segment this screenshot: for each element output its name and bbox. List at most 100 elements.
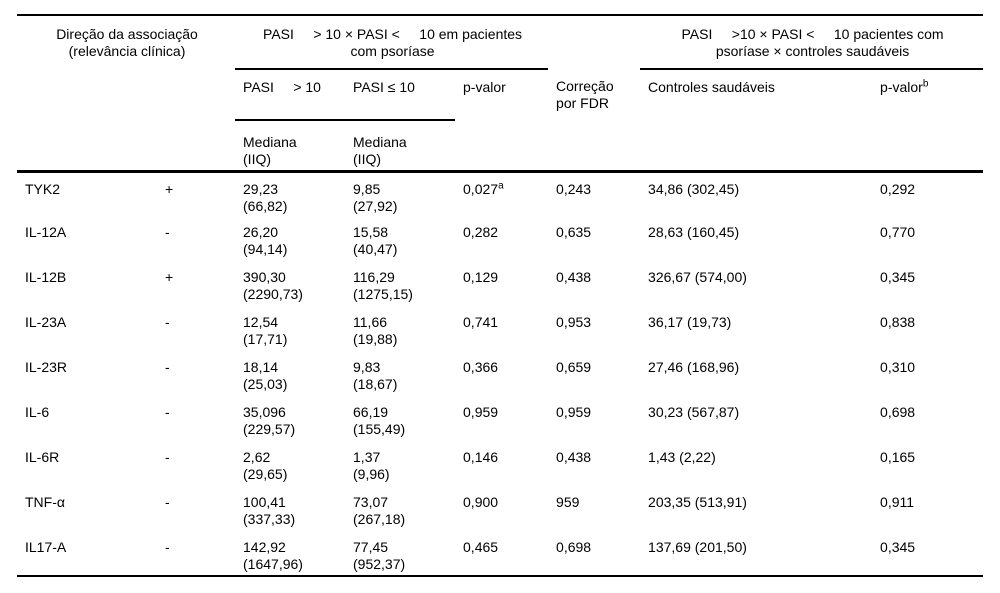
controles-cell: 36,17 (19,73) xyxy=(648,314,732,330)
pasi-le10-cell: 9,83 (18,67) xyxy=(353,359,398,392)
table-container: Direção da associação (relevância clínic… xyxy=(17,14,984,577)
p-valor-value: 0,959 xyxy=(463,404,499,420)
pasi-gt10-cell: 29,23 (66,82) xyxy=(243,180,288,214)
fdr-cell: 0,659 xyxy=(556,359,592,375)
controles-cell: 27,46 (168,96) xyxy=(648,359,740,375)
direction-cell: + xyxy=(165,180,174,197)
direction-cell: - xyxy=(165,539,170,555)
p-valor-value: 0,282 xyxy=(463,224,499,240)
controles-cell: 34,86 (302,45) xyxy=(648,180,740,197)
pasi-le10-cell: 73,07 (267,18) xyxy=(353,494,406,527)
gene-label: IL-6 xyxy=(25,404,50,420)
fdr-cell: 959 xyxy=(556,494,580,510)
fdr-cell: 0,959 xyxy=(556,404,592,420)
controles-cell: 137,69 (201,50) xyxy=(648,539,747,555)
direction-cell: - xyxy=(165,314,170,330)
direction-cell: - xyxy=(165,449,170,465)
gene-label: IL-12B xyxy=(25,269,67,285)
p-valor-b-cell: 0,165 xyxy=(880,449,916,465)
pasi-le10-cell: 77,45 (952,37) xyxy=(353,539,406,572)
results-table: Direção da associação (relevância clínic… xyxy=(17,14,984,577)
table-body: TYK2 +29,23 (66,82) 9,85 (27,92) 0,027a 0,24… xyxy=(17,171,983,576)
header-pasi-gt10: PASI > 10 xyxy=(235,69,346,121)
p-valor-value: 0,741 xyxy=(463,314,499,330)
table-header: Direção da associação (relevância clínic… xyxy=(17,15,984,173)
gene-label: IL-6R xyxy=(25,449,60,465)
fdr-cell: 0,438 xyxy=(556,449,592,465)
controles-cell: 30,23 (567,87) xyxy=(648,404,740,420)
p-valor-b-cell: 0,770 xyxy=(880,224,916,240)
pasi-gt10-cell: 142,92 (1647,96) xyxy=(243,539,303,572)
direction-cell: - xyxy=(165,404,170,420)
pasi-gt10-cell: 2,62 (29,65) xyxy=(243,449,288,482)
table-row: IL-12B +390,30 (2290,73) 116,29 (1275,15) 0… xyxy=(17,261,983,306)
p-valor-value: 0,027 xyxy=(463,180,499,197)
p-valor-b-cell: 0,345 xyxy=(880,539,916,555)
gene-label: TYK2 xyxy=(25,180,61,197)
p-valor-b-cell: 0,838 xyxy=(880,314,916,330)
header-fdr: Correção por FDR xyxy=(548,69,641,173)
fdr-cell: 0,243 xyxy=(556,180,592,197)
table-row: IL-23A - 12,54 (17,71) 11,66 (19,88) 0,741 0,… xyxy=(17,306,983,351)
pasi-gt10-cell: 100,41 (337,33) xyxy=(243,494,296,527)
pasi-gt10-cell: 390,30 (2290,73) xyxy=(243,269,303,302)
header-row-spans: Direção da associação (relevância clínic… xyxy=(17,15,984,173)
p-valor-b-cell: 0,292 xyxy=(880,180,916,197)
table-row: IL17-A - 142,92 (1647,96) 77,45 (952,37) 0,4… xyxy=(17,531,983,576)
direction-cell: + xyxy=(165,269,174,285)
pasi-le10-cell: 66,19 (155,49) xyxy=(353,404,406,437)
p-valor-b-cell: 0,698 xyxy=(880,404,916,420)
p-valor-cell: 0,741 xyxy=(455,306,548,351)
pasi-le10-cell: 116,29 (1275,15) xyxy=(353,269,413,302)
table-row: IL-23R - 18,14 (25,03) 9,83 (18,67) 0,366 0,6… xyxy=(17,351,983,396)
header-row-columns: PASI > 10 PASI ≤ 10 p-valor Correção por… xyxy=(17,69,984,173)
fdr-cell: 0,698 xyxy=(556,539,592,555)
header-p-valor-b-footnote-marker: b xyxy=(922,78,929,90)
gene-label: TNF-α xyxy=(25,494,65,510)
header-p-valor-b-label: p-valor xyxy=(880,79,923,95)
footnote-marker: a xyxy=(498,179,504,191)
p-valor-value: 0,465 xyxy=(463,539,499,555)
header-spacer xyxy=(548,15,640,69)
controles-cell: 203,35 (513,91) xyxy=(648,494,747,510)
p-valor-cell: 0,366 xyxy=(455,351,548,396)
header-row-median: Mediana (IIQ) Mediana (IIQ) xyxy=(17,120,983,173)
pasi-le10-cell: 15,58 (40,47) xyxy=(353,224,398,257)
p-valor-b-cell: 0,345 xyxy=(880,269,916,285)
fdr-cell: 0,953 xyxy=(556,314,592,330)
table-row: TNF-α - 100,41 (337,33) 73,07 (267,18) 0,900… xyxy=(17,486,983,531)
header-span-pasi-controls: PASI >10 × PASI < 10 pacientes com psorí… xyxy=(640,15,984,70)
p-valor-value: 0,129 xyxy=(463,269,499,285)
header-span-pasi-patients: PASI > 10 × PASI < 10 em pacientes com p… xyxy=(235,15,549,70)
pasi-le10-cell: 1,37 (9,96) xyxy=(353,449,390,482)
controles-cell: 1,43 (2,22) xyxy=(648,449,716,465)
p-valor-value: 0,366 xyxy=(463,359,499,375)
fdr-cell: 0,438 xyxy=(556,269,592,285)
p-valor-cell: 0,959 xyxy=(455,396,548,441)
p-valor-value: 0,900 xyxy=(463,494,499,510)
p-valor-cell: 0,146 xyxy=(455,441,548,486)
pasi-gt10-cell: 35,096 (229,57) xyxy=(243,404,296,437)
table-row: IL-6 - 35,096 (229,57) 66,19 (155,49) 0,959 0… xyxy=(17,396,983,441)
pasi-gt10-cell: 18,14 (25,03) xyxy=(243,359,288,392)
pasi-gt10-cell: 26,20 (94,14) xyxy=(243,224,288,257)
header-p-valor-b: p-valorb xyxy=(872,69,984,173)
subheader-mediana-gt10: Mediana (IIQ) xyxy=(235,120,346,173)
pasi-gt10-cell: 12,54 (17,71) xyxy=(243,314,288,347)
p-valor-cell: 0,027a xyxy=(455,171,548,216)
gene-label: IL-12A xyxy=(25,224,67,240)
p-valor-cell: 0,465 xyxy=(455,531,548,576)
header-controles: Controles saudáveis xyxy=(640,69,873,173)
p-valor-b-cell: 0,310 xyxy=(880,359,916,375)
table-row: IL-6R - 2,62 (29,65) 1,37 (9,96) 0,146 0,438 1… xyxy=(17,441,983,486)
p-valor-cell: 0,900 xyxy=(455,486,548,531)
header-pasi-le10: PASI ≤ 10 xyxy=(345,69,456,121)
p-valor-cell: 0,282 xyxy=(455,216,548,261)
direction-cell: - xyxy=(165,224,170,240)
p-valor-cell: 0,129 xyxy=(455,261,548,306)
gene-label: IL-23R xyxy=(25,359,68,375)
gene-label: IL-23A xyxy=(25,314,67,330)
table-row: TYK2 +29,23 (66,82) 9,85 (27,92) 0,027a 0,24… xyxy=(17,171,983,216)
p-valor-b-cell: 0,911 xyxy=(880,494,915,510)
